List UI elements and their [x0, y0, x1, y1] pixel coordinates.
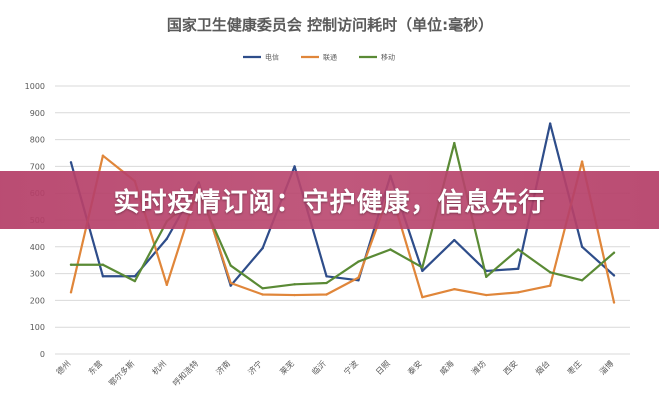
data-point — [548, 271, 552, 274]
data-point — [421, 269, 424, 273]
data-point — [69, 291, 73, 294]
x-tick-label: 鄂尔多斯 — [107, 358, 137, 388]
x-tick-label: 潍坊 — [469, 358, 487, 376]
data-point — [133, 275, 137, 278]
data-point — [165, 237, 169, 240]
data-point — [612, 251, 616, 254]
data-point — [453, 287, 456, 291]
x-tick-label: 德州 — [54, 358, 72, 376]
data-point — [325, 281, 328, 285]
x-tick-label: 日照 — [374, 359, 392, 377]
x-tick-label: 宁波 — [342, 358, 360, 376]
data-point — [612, 301, 616, 304]
x-tick-label: 威海 — [437, 358, 455, 376]
data-point — [325, 275, 328, 278]
y-tick-label: 1000 — [25, 82, 45, 91]
data-point — [389, 248, 392, 251]
data-point — [580, 160, 584, 163]
chart-title: 国家卫生健康委员会 控制访问耗时（单位:毫秒） — [167, 16, 493, 34]
data-point — [101, 154, 105, 157]
data-point — [229, 284, 232, 287]
series-line-0 — [69, 122, 615, 287]
data-point — [421, 266, 424, 269]
data-point — [580, 279, 584, 282]
data-point — [516, 291, 520, 294]
y-tick-label: 300 — [30, 270, 45, 279]
subscription-banner[interactable]: 实时疫情订阅：守护健康，信息先行 — [0, 171, 659, 229]
legend-label: 电信 — [265, 53, 279, 62]
data-point — [165, 283, 169, 287]
data-point — [548, 284, 552, 287]
x-tick-label: 烟台 — [533, 358, 551, 376]
data-point — [612, 274, 616, 277]
y-tick-label: 800 — [30, 136, 45, 145]
x-tick-label: 济南 — [214, 358, 232, 376]
data-point — [421, 295, 424, 299]
x-tick-label: 淄博 — [597, 358, 615, 376]
legend-label: 移动 — [381, 53, 395, 62]
data-point — [69, 161, 73, 164]
x-tick-label: 泰安 — [405, 358, 423, 376]
data-point — [69, 263, 73, 266]
data-point — [485, 275, 488, 279]
data-point — [101, 275, 105, 278]
data-point — [261, 287, 264, 290]
x-tick-label: 莱芜 — [278, 358, 296, 376]
data-point — [133, 279, 137, 283]
data-point — [293, 293, 296, 297]
y-tick-label: 900 — [30, 109, 45, 118]
data-point — [261, 246, 264, 250]
data-point — [357, 260, 360, 263]
y-tick-label: 100 — [30, 323, 45, 332]
data-point — [101, 263, 105, 266]
data-point — [357, 279, 360, 282]
data-point — [485, 293, 488, 297]
data-point — [229, 281, 232, 285]
data-point — [325, 293, 328, 296]
data-point — [293, 283, 296, 286]
y-tick-label: 400 — [30, 243, 45, 252]
data-point — [516, 248, 520, 251]
legend: 电信 联通 移动 — [243, 53, 395, 62]
y-tick-label: 700 — [30, 162, 45, 171]
x-tick-label: 枣庄 — [565, 358, 583, 376]
data-point — [229, 264, 232, 267]
x-tick-label: 临沂 — [310, 358, 328, 376]
data-point — [453, 141, 456, 145]
x-tick-label: 济宁 — [246, 358, 264, 376]
legend-label: 联通 — [323, 53, 337, 62]
data-point — [548, 122, 552, 125]
x-tick-label: 东营 — [86, 358, 104, 376]
data-point — [453, 238, 456, 242]
data-point — [580, 245, 584, 248]
x-tick-label: 呼和浩特 — [170, 358, 200, 388]
series-line-1 — [69, 154, 616, 303]
data-point — [516, 267, 520, 270]
x-tick-label: 西安 — [501, 358, 519, 376]
banner-text: 实时疫情订阅：守护健康，信息先行 — [113, 187, 546, 218]
series-line-2 — [70, 141, 615, 290]
data-point — [261, 293, 264, 296]
y-tick-label: 200 — [30, 296, 45, 305]
x-axis-ticks: 德州 东营 鄂尔多斯 杭州 呼和浩特 济南 济宁 莱芜 临沂 宁波 日照 泰安 威海 潍坊 西安 烟台 枣庄 淄博 — [54, 358, 615, 388]
x-tick-label: 杭州 — [150, 358, 168, 376]
data-point — [357, 276, 360, 279]
y-tick-label: 0 — [40, 350, 45, 359]
data-point — [293, 165, 296, 168]
